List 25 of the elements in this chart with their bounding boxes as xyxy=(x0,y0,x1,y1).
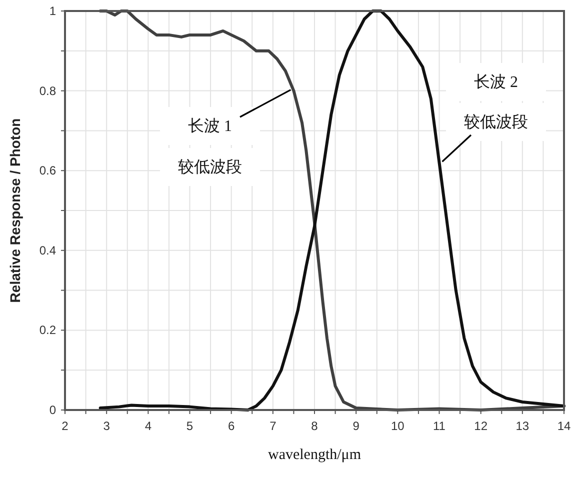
x-tick-label: 3 xyxy=(103,419,110,433)
annotation: 长波 1 xyxy=(188,117,232,135)
y-tick-label: 1 xyxy=(49,4,56,18)
annotation: 较低波段 xyxy=(178,158,242,176)
x-tick-label: 12 xyxy=(474,419,488,433)
x-axis-title: wavelength/μm xyxy=(268,447,362,463)
x-tick-label: 2 xyxy=(62,419,69,433)
x-tick-label: 4 xyxy=(144,419,152,433)
x-tick-label: 6 xyxy=(228,419,235,433)
x-tick-label: 14 xyxy=(557,419,571,433)
x-tick-label: 7 xyxy=(270,419,277,433)
x-tick-label: 8 xyxy=(311,419,318,433)
x-tick-label: 13 xyxy=(516,419,530,433)
annotation: 较低波段 xyxy=(464,113,528,131)
x-tick-label: 9 xyxy=(352,419,360,433)
x-tick-label: 11 xyxy=(433,419,446,433)
y-tick-label: 0.6 xyxy=(39,164,56,178)
x-tick-label: 5 xyxy=(186,419,194,433)
annotation: 长波 2 xyxy=(474,73,518,91)
y-tick-label: 0 xyxy=(49,403,56,417)
y-axis-title: Relative Response / Photon xyxy=(7,118,23,303)
y-tick-label: 0.4 xyxy=(39,243,56,258)
y-tick-label: 0.2 xyxy=(39,323,56,338)
x-tick-label: 10 xyxy=(390,419,405,433)
y-tick-label: 0.8 xyxy=(39,84,56,98)
